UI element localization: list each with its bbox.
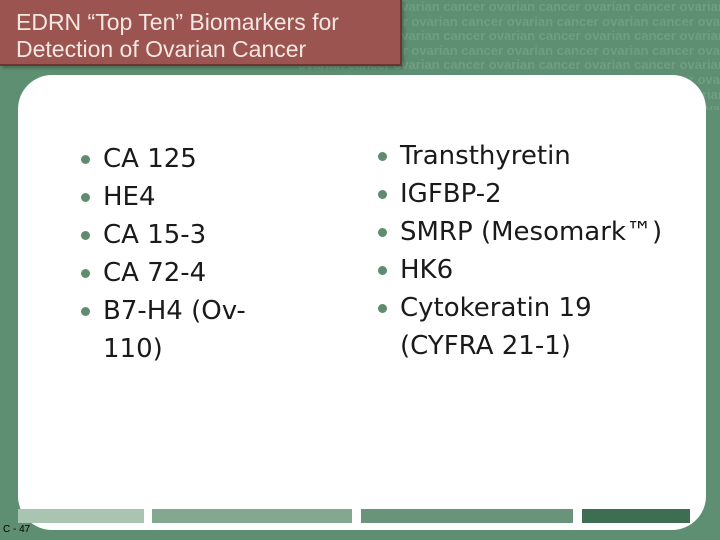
bullet-icon [378,304,387,313]
footer-bar [18,509,144,523]
title-box: EDRN “Top Ten” Biomarkers for Detection … [0,0,402,66]
watermark-line: ovarian cancer ovarian cancer ovarian ca… [298,57,720,73]
list-item: CA 15-3 [78,216,303,254]
list-item-label: CA 15-3 [103,220,207,250]
bullet-icon [81,193,90,202]
list-item-label: CA 72-4 [103,258,207,288]
watermark-line: ovarian cancer ovarian cancer ovarian ca… [298,28,720,44]
list-item-label: SMRP (Mesomark™) [400,217,663,247]
list-item: IGFBP-2 [375,175,685,213]
list-item-label: CA 125 [103,144,197,174]
footer-bars [0,509,720,523]
slide-title: EDRN “Top Ten” Biomarkers for Detection … [16,9,339,62]
bullet-icon [81,155,90,164]
list-item-label: Cytokeratin 19 (CYFRA 21-1) [400,293,592,361]
list-item: HE4 [78,178,303,216]
list-item: Cytokeratin 19 (CYFRA 21-1) [375,289,685,365]
bullet-icon [81,269,90,278]
list-item-label: B7-H4 (Ov-110) [103,296,246,364]
footer-bar [152,509,352,523]
footer-bar [582,509,690,523]
bullet-icon [378,152,387,161]
watermark-line: ovarian cancer ovarian cancer ovarian ca… [298,0,720,14]
list-item: Transthyretin [375,137,685,175]
list-item: CA 125 [78,140,303,178]
bullet-icon [378,228,387,237]
list-item: B7-H4 (Ov-110) [78,292,303,368]
right-biomarker-list: Transthyretin IGFBP-2 SMRP (Mesomark™) H… [375,137,685,365]
left-biomarker-list: CA 125 HE4 CA 15-3 CA 72-4 B7-H4 (Ov-110… [78,140,303,368]
list-item-label: Transthyretin [400,141,571,171]
list-item: HK6 [375,251,685,289]
watermark-line: ovarian cancer ovarian cancer ovarian ca… [316,13,720,29]
bullet-icon [378,266,387,275]
slide-number: C - 47 [3,524,31,535]
bullet-icon [81,307,90,316]
watermark-line: ovarian cancer ovarian cancer ovarian ca… [316,42,720,58]
footer-bar [361,509,573,523]
list-item-label: HE4 [103,182,156,212]
list-item: CA 72-4 [78,254,303,292]
content-panel [18,75,706,530]
list-item-label: IGFBP-2 [400,179,502,209]
bullet-icon [378,190,387,199]
list-item-label: HK6 [400,255,454,285]
list-item: SMRP (Mesomark™) [375,213,685,251]
bullet-icon [81,231,90,240]
